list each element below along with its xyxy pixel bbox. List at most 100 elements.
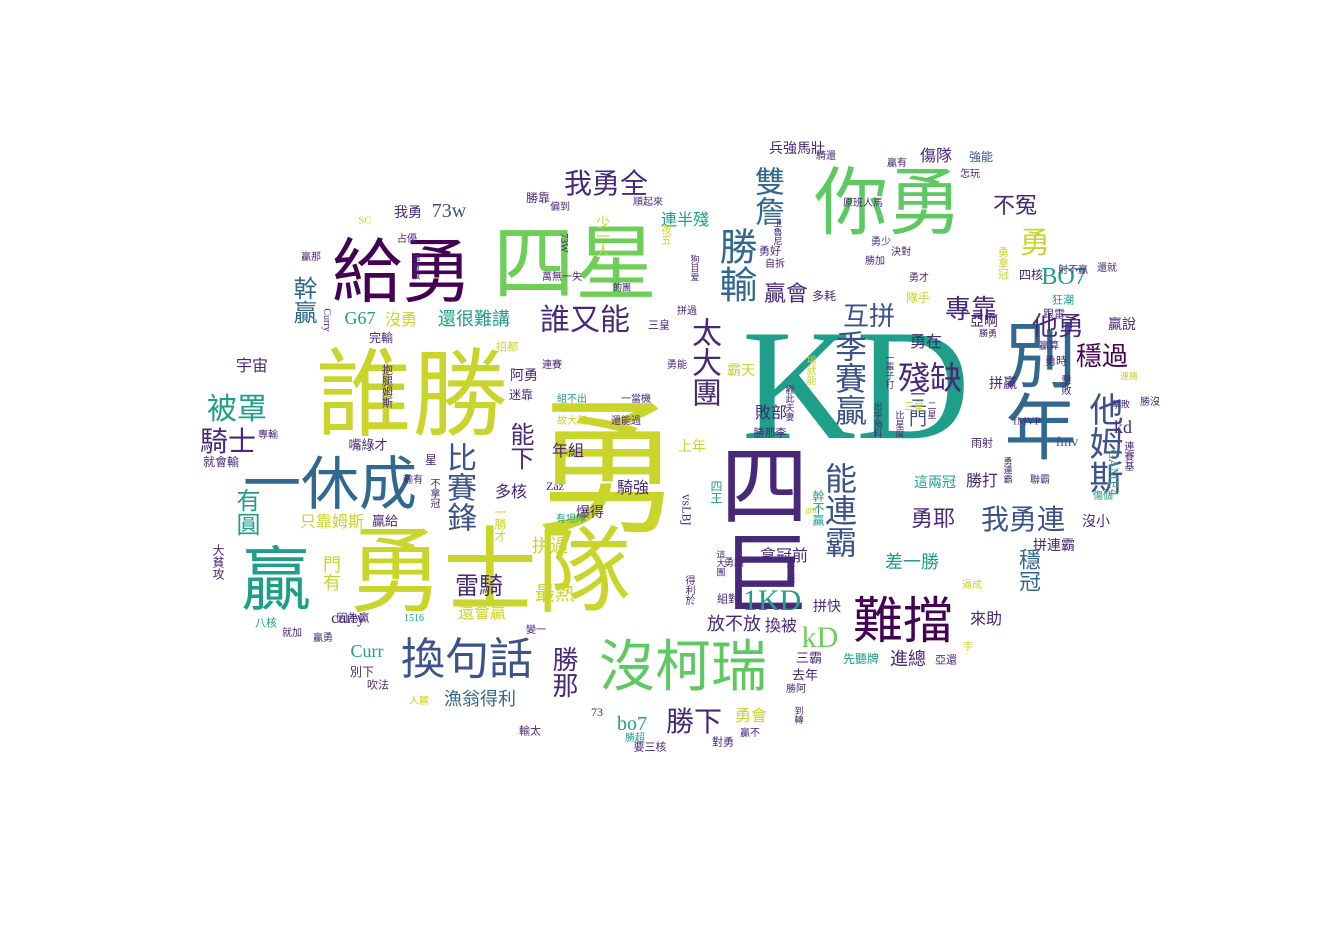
word: 就加 <box>282 628 302 639</box>
word: 出乎預料 <box>871 402 882 438</box>
word: 勇 <box>534 384 682 556</box>
word: 誰又能 <box>540 303 630 338</box>
word: 勇耶 <box>910 507 956 532</box>
word: 對勇 <box>712 735 734 749</box>
word: 勇連霸 <box>1001 456 1012 484</box>
word: 狗目爱 <box>688 254 699 282</box>
word: 幹贏 <box>289 276 317 324</box>
word: 比星度 <box>893 410 904 438</box>
word: 還會復 <box>409 252 420 280</box>
word: 上年 <box>678 439 706 455</box>
word: 亞還 <box>935 653 957 667</box>
word: KD <box>741 298 971 473</box>
word: 爆得 <box>576 505 604 521</box>
word: 勇在 <box>909 332 943 351</box>
word: 73w <box>431 200 467 222</box>
word: 觀此夫妻 <box>783 385 794 421</box>
word: 輸太 <box>519 724 541 738</box>
word: 聯霸 <box>1030 475 1050 486</box>
word: 互拼 <box>842 302 896 332</box>
word: 擊敗 <box>1111 400 1131 411</box>
word: 勇才 <box>909 273 929 284</box>
word: 夜五 <box>659 225 670 245</box>
word: 不冤 <box>992 194 1038 219</box>
word: 勝靠 <box>525 191 551 205</box>
word: 73 <box>591 705 603 719</box>
word: 勇士隊 <box>348 518 632 627</box>
word: kD <box>801 621 839 654</box>
word: 先聽牌 <box>842 652 880 666</box>
word: bo7 <box>617 713 647 735</box>
word: 連賽基 <box>1122 441 1133 471</box>
word: 傷個 <box>1093 491 1113 502</box>
word: 贏那 <box>301 252 321 263</box>
word: 勝沒 <box>1140 397 1160 408</box>
word: 人麓 <box>409 696 429 707</box>
word: 專輸 <box>258 430 278 441</box>
word: 完輸 <box>368 331 394 345</box>
word: 難擋 <box>853 592 953 650</box>
word: 贏勇 <box>313 633 333 644</box>
word: Zaz <box>546 479 564 493</box>
word: 勝加 <box>865 256 885 267</box>
word: 三皇 <box>648 318 670 332</box>
word: 傷隊 <box>919 146 953 165</box>
word: 四核 <box>1018 268 1044 282</box>
word: 拼連霸 <box>1033 538 1075 554</box>
word: 萬無一失 <box>542 272 582 283</box>
word: 換句話 <box>401 634 533 685</box>
word: vsLBJ <box>679 494 693 526</box>
word: 就會輸 <box>202 455 240 469</box>
word: 雙詹 <box>749 166 784 226</box>
word: 偏到 <box>550 202 570 213</box>
word: 拿冠前 <box>759 546 809 565</box>
word: 隊手 <box>905 291 931 305</box>
word: 雨射 <box>971 436 993 450</box>
word: 來助 <box>969 609 1003 628</box>
word: 勝阿 <box>786 684 806 695</box>
word: 拼過 <box>677 306 697 317</box>
word: 贏會 <box>763 282 809 307</box>
word: 他姆斯 <box>1083 392 1123 494</box>
word: 自拆 <box>765 259 785 270</box>
word: 誰勝 <box>316 339 508 451</box>
word: 決對 <box>891 247 911 258</box>
word: 比賽鋒 <box>441 442 476 532</box>
word: Curr <box>350 641 384 661</box>
word: 跟雷 <box>1043 307 1065 321</box>
word: 星 <box>424 453 438 467</box>
word: 勇會 <box>734 706 768 725</box>
word: 騎還 <box>816 151 836 162</box>
word: 太大團 <box>686 317 721 407</box>
word: 招都 <box>496 340 518 354</box>
word: 最熱 <box>535 581 575 605</box>
word: 上魯尼 <box>771 218 782 246</box>
word: 勇能 <box>667 360 687 371</box>
word: 雷騎 <box>455 572 503 600</box>
word: 被罩 <box>207 392 267 427</box>
word: kd <box>1114 417 1132 437</box>
word: 差一勝 <box>885 552 939 573</box>
word: 勝超 <box>625 733 645 744</box>
word: 進總 <box>890 649 926 670</box>
word: 多核 <box>494 482 528 501</box>
word: 我勇 <box>394 205 422 221</box>
word: G67 <box>344 308 376 328</box>
word: 漁翁得利 <box>444 689 516 710</box>
word: 一輩子打 <box>883 353 894 389</box>
word: 敗部 <box>754 403 788 422</box>
word: 贏 <box>241 539 311 621</box>
word: 勝打 <box>965 471 999 490</box>
word: 別下 <box>349 665 375 679</box>
word: 只靠姆斯 <box>299 512 365 531</box>
word: 三門 <box>906 391 927 427</box>
word: 要三核 <box>633 740 667 754</box>
word: 的團 <box>612 283 632 294</box>
word: 這大團 <box>714 549 725 577</box>
word: 宇 <box>963 642 973 653</box>
word: 一勝才 <box>493 506 507 542</box>
word: 連賽 <box>542 360 562 371</box>
word: 有圓 <box>232 488 260 536</box>
word: 迷靠 <box>508 388 534 402</box>
